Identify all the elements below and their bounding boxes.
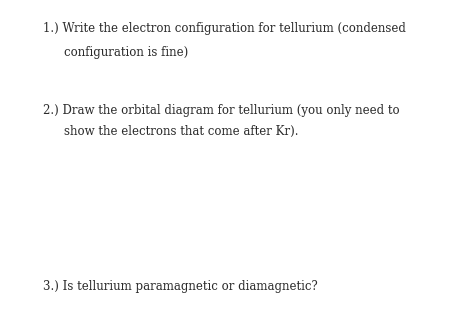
Text: 2.) Draw the orbital diagram for tellurium (you only need to: 2.) Draw the orbital diagram for telluri…: [43, 104, 399, 117]
Text: 3.) Is tellurium paramagnetic or diamagnetic?: 3.) Is tellurium paramagnetic or diamagn…: [43, 280, 318, 293]
Text: 1.) Write the electron configuration for tellurium (condensed: 1.) Write the electron configuration for…: [43, 22, 406, 35]
Text: show the electrons that come after Kr).: show the electrons that come after Kr).: [64, 125, 299, 138]
Text: configuration is fine): configuration is fine): [64, 46, 188, 59]
